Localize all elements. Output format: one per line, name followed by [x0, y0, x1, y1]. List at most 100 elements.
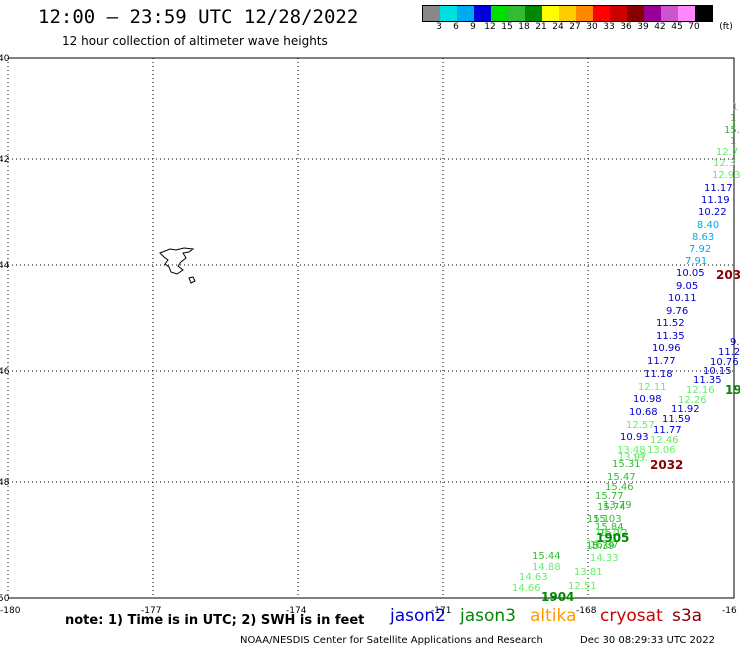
wave-height-value: 7.92	[689, 244, 711, 255]
map-subtitle: 12 hour collection of altimeter wave hei…	[62, 34, 328, 48]
color-scale-tick: 9	[470, 22, 476, 32]
wave-height-value: 13.	[632, 453, 648, 464]
pass-time-label: 19	[725, 383, 740, 397]
wave-height-value: 12.93	[712, 170, 740, 181]
island-coastline	[188, 276, 196, 284]
wave-height-value: 10.22	[698, 207, 727, 218]
wave-height-value: 10.05	[676, 268, 705, 279]
wave-height-value: 12.16	[686, 385, 715, 396]
wave-height-value: 13.81	[574, 567, 603, 578]
wave-height-value: 15.39	[586, 541, 615, 552]
wave-height-value: 15.74	[597, 502, 626, 513]
color-scale-tick: 21	[535, 22, 547, 32]
wave-height-value: 14.66	[512, 583, 541, 594]
color-scale-tick: 33	[603, 22, 615, 32]
wave-height-value: 7.91	[685, 256, 707, 267]
wave-height-value: 14.74	[586, 539, 615, 550]
color-scale-tick: 70	[688, 22, 700, 32]
island-coastline	[159, 247, 195, 275]
wave-height-value: 11.18	[644, 369, 673, 380]
wave-height-value: 13.79	[603, 500, 632, 511]
color-swatch	[457, 6, 474, 21]
color-scale-tick: 18	[518, 22, 530, 32]
satellite-altika-label: altika	[530, 606, 577, 626]
pass-time-label: 2032	[650, 458, 683, 472]
longitude-label: -171	[431, 606, 451, 616]
color-swatch	[491, 6, 508, 21]
wave-height-value: 10.76	[710, 357, 739, 368]
satellite-cryosat-label: cryosat	[600, 606, 663, 626]
color-scale-tick: 36	[620, 22, 632, 32]
wave-height-value: 10.98	[633, 394, 662, 405]
satellite-jason2-label: jason2	[390, 606, 446, 626]
color-swatch	[695, 6, 712, 21]
color-swatch	[423, 6, 440, 21]
color-scale-tick: 24	[552, 22, 564, 32]
wave-height-value: 11.35	[693, 375, 722, 386]
color-scale-unit: (ft)	[719, 22, 733, 32]
color-swatch	[440, 6, 457, 21]
wave-height-value: 12.7	[716, 147, 738, 158]
color-swatch	[474, 6, 491, 21]
map-frame	[8, 57, 735, 599]
latitude-label: 48	[0, 478, 10, 488]
color-scale-bar	[422, 5, 713, 22]
satellite-jason3-label: jason3	[460, 606, 516, 626]
wave-height-value: 8.63	[692, 232, 714, 243]
color-swatch	[627, 6, 644, 21]
wave-height-value: 11.52	[656, 318, 685, 329]
wave-height-value: 16.37	[590, 540, 619, 551]
wave-height-value: 15.44	[532, 551, 561, 562]
color-scale-tick: 3	[436, 22, 442, 32]
credit-line: NOAA/NESDIS Center for Satellite Applica…	[240, 635, 543, 646]
wave-height-value: 9.76	[666, 306, 688, 317]
wave-height-value: 10.11	[668, 293, 697, 304]
pass-time-label: 1904	[541, 590, 574, 604]
color-swatch	[593, 6, 610, 21]
map-title: 12:00 — 23:59 UTC 12/28/2022	[38, 6, 359, 28]
latitude-label: 42	[0, 155, 9, 165]
wave-height-value: 11.35	[656, 331, 685, 342]
color-swatch	[576, 6, 593, 21]
wave-height-value: 15.77	[595, 491, 624, 502]
latitude-label: 46	[0, 367, 10, 377]
color-scale-tick: 15	[501, 22, 513, 32]
wave-height-value: 12.11	[638, 382, 667, 393]
wave-height-value: 11.77	[647, 356, 676, 367]
color-scale-tick: 27	[569, 22, 581, 32]
wave-height-value: 10.96	[652, 343, 681, 354]
wave-height-value: 9.	[730, 337, 740, 348]
wave-height-value: 11.92	[671, 404, 700, 415]
generated-time: Dec 30 08:29:33 UTC 2022	[580, 635, 715, 646]
wave-height-value: 15.31	[612, 459, 641, 470]
satellite-s3a-label: s3a	[672, 606, 703, 626]
color-scale-tick: 39	[637, 22, 649, 32]
color-swatch	[661, 6, 678, 21]
wave-height-value: 15.47	[607, 472, 636, 483]
footnote: note: 1) Time is in UTC; 2) SWH is in fe…	[65, 613, 365, 628]
color-swatch	[508, 6, 525, 21]
wave-height-value: 11.17	[704, 183, 733, 194]
latitude-label: 50	[0, 594, 10, 604]
longitude-label: -16	[722, 606, 737, 616]
wave-height-value: 12.26	[678, 395, 707, 406]
pass-time-label: 203	[716, 268, 740, 282]
color-scale-tick: 42	[654, 22, 666, 32]
longitude-label: -180	[0, 606, 21, 616]
wave-height-value: 14.63	[519, 572, 548, 583]
wave-height-value: 12.3	[713, 158, 735, 169]
wave-height-value: 8.40	[697, 220, 719, 231]
color-swatch	[525, 6, 542, 21]
wave-height-value: 9.05	[676, 281, 698, 292]
color-swatch	[678, 6, 695, 21]
wave-height-value: 13.48	[617, 445, 646, 456]
longitude-label: -168	[576, 606, 597, 616]
wave-height-value: 11.59	[662, 414, 691, 425]
wave-height-value: 1	[732, 102, 738, 113]
wave-height-value: 11.2	[718, 347, 740, 358]
wave-height-value: 1	[730, 113, 736, 124]
longitude-label: -177	[141, 606, 161, 616]
latitude-label: 44	[0, 261, 10, 271]
wave-height-value: 15.84	[595, 522, 624, 533]
wave-height-value: 13.06	[647, 445, 676, 456]
